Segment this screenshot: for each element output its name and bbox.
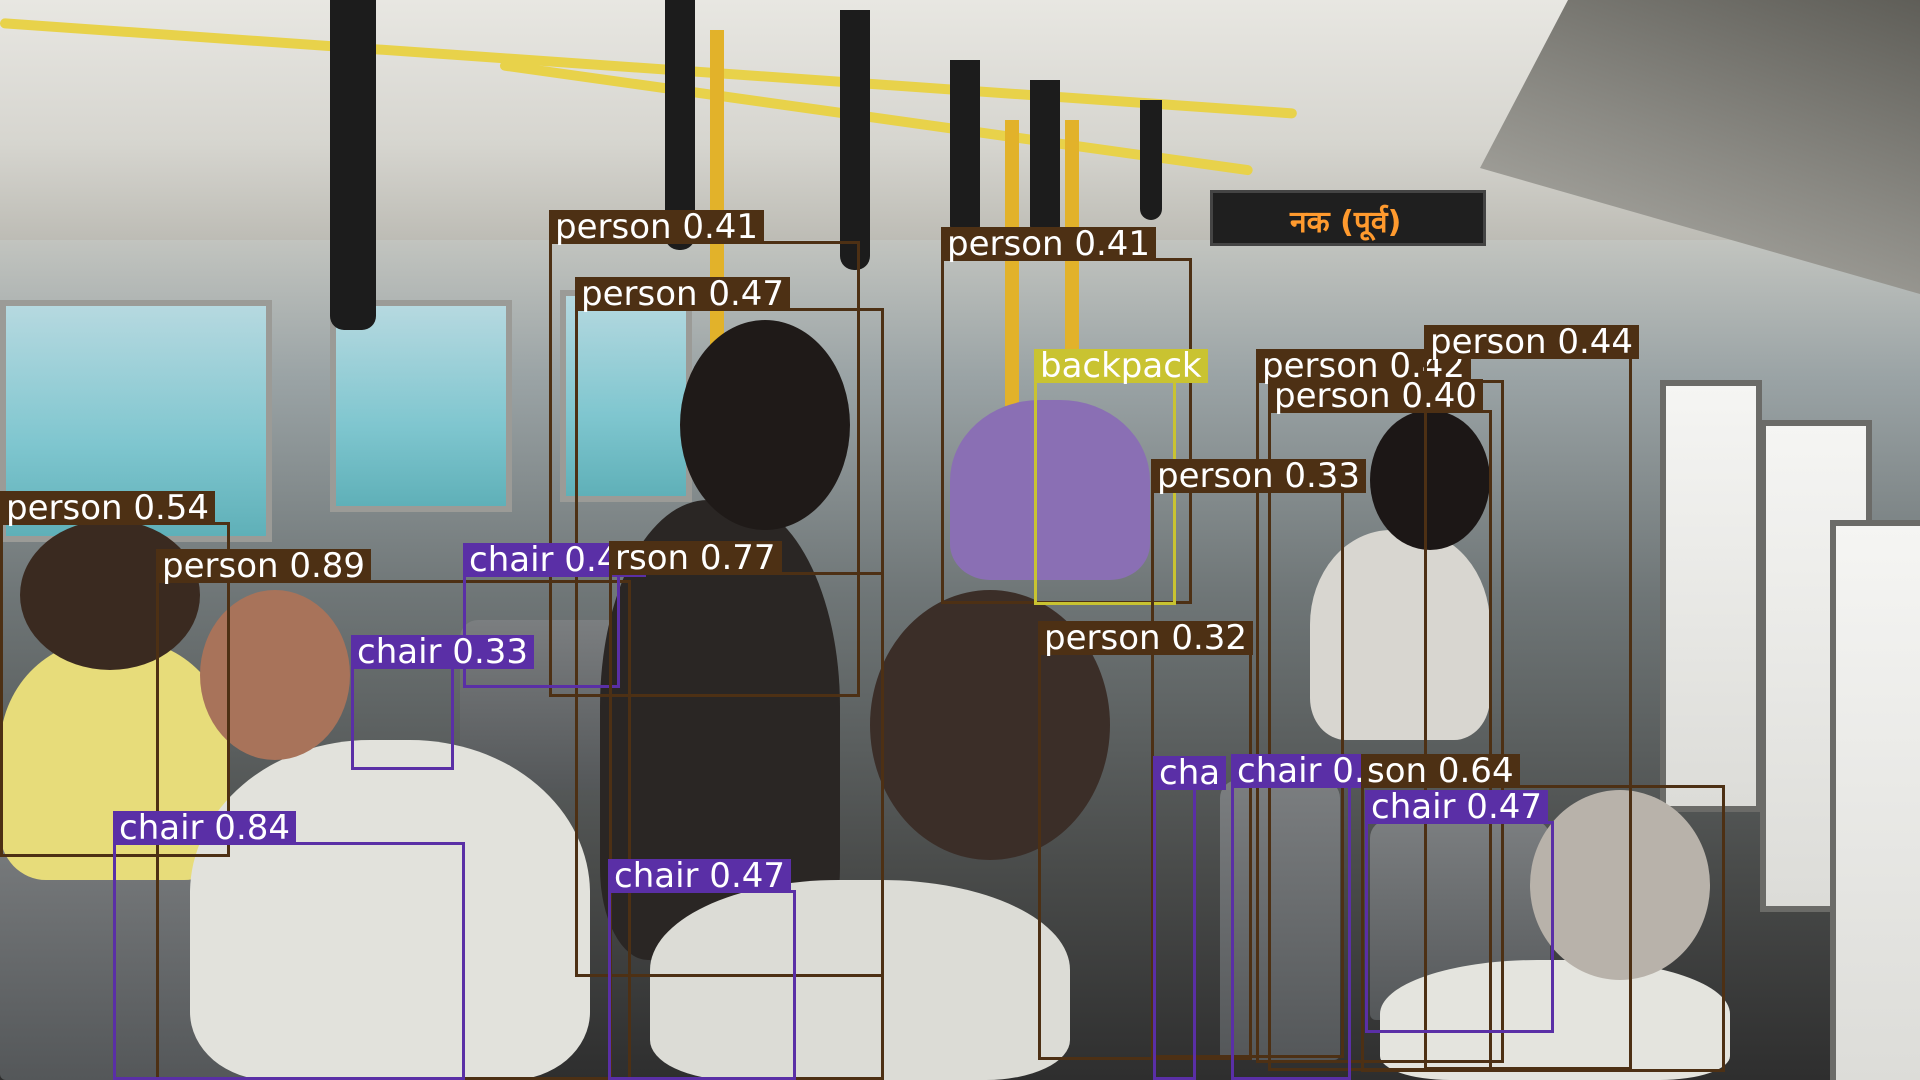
detection-box-chair: chair 0.40: [1231, 754, 1415, 1080]
detection-box-chair: cha: [1153, 756, 1227, 1080]
window-right-3: [1830, 520, 1920, 1080]
detection-label: chair 0.47: [608, 859, 792, 893]
passenger-purple-backpack: [950, 400, 1150, 580]
detection-box-person: person 0.41: [549, 210, 860, 697]
passenger-head-3: [680, 320, 850, 530]
detection-label: person 0.41: [941, 227, 1157, 261]
detection-box-person: person 0.32: [1038, 621, 1254, 1060]
grab-pole-2: [1005, 120, 1019, 420]
hanging-strap-4: [950, 60, 980, 240]
detection-label: backpack: [1034, 349, 1208, 383]
detection-label: person 0.32: [1038, 621, 1254, 655]
hanging-strap-2: [665, 0, 695, 250]
detection-label: person 0.47: [575, 277, 791, 311]
detection-label: son 0.64: [1361, 754, 1520, 788]
bus-seat-4: [1220, 780, 1340, 1060]
detection-label: person 0.89: [156, 549, 372, 583]
detection-box-person: person 0.40: [1268, 379, 1492, 1071]
hanging-strap: [330, 0, 376, 330]
passenger-head-5: [1370, 410, 1490, 550]
detection-label: chair 0.47: [1365, 790, 1549, 824]
window-right-1: [1660, 380, 1762, 812]
detection-label: person 0.54: [0, 491, 216, 525]
hanging-strap-6: [1140, 100, 1162, 220]
detection-box-chair: chair 0.84: [113, 811, 465, 1080]
detection-box-chair: chair 0.33: [351, 635, 535, 770]
detection-label: chair 0.84: [113, 811, 297, 845]
detection-box-chair: chair 0.47: [1365, 790, 1554, 1033]
detection-label: chair 0.33: [351, 635, 535, 669]
passenger-head-6: [1530, 790, 1710, 980]
destination-sign: [1210, 190, 1486, 246]
hanging-strap-3: [840, 10, 870, 270]
detection-label: person 0.33: [1151, 459, 1367, 493]
passenger-head-2: [200, 590, 350, 760]
hanging-strap-5: [1030, 80, 1060, 240]
detection-label: person 0.44: [1424, 325, 1640, 359]
detection-box-person: son 0.64: [1361, 754, 1725, 1072]
passenger-white-shirt: [650, 880, 1070, 1080]
detection-box-person: person 0.33: [1151, 459, 1367, 1058]
detection-box-backpack: backpack: [1034, 349, 1208, 605]
detection-box-chair: chair 0.47: [608, 859, 796, 1080]
detection-label: cha: [1153, 756, 1227, 790]
detection-box-person: person 0.44: [1424, 325, 1640, 1070]
window-left-2: [330, 300, 512, 512]
passenger-checked-shirt: [190, 740, 590, 1080]
detection-label: rson 0.77: [609, 541, 782, 575]
passenger-head: [20, 520, 200, 670]
passenger-striped-top: [1310, 530, 1490, 740]
detection-label: person 0.41: [549, 210, 765, 244]
detection-label: person 0.40: [1268, 379, 1484, 413]
detection-box-person: person 0.47: [575, 277, 884, 977]
destination-sign-text: नक (पूर्व): [1290, 205, 1402, 240]
